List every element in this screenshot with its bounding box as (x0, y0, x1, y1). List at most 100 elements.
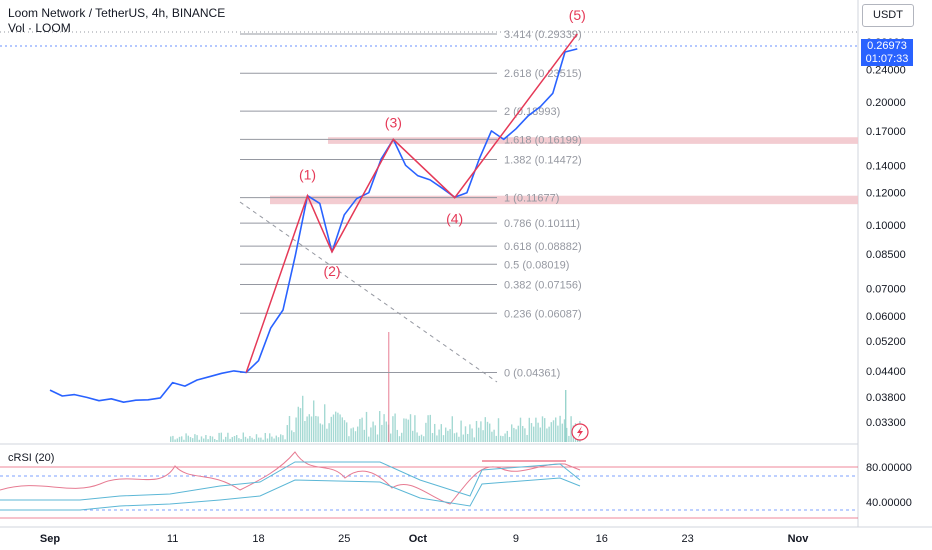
volume-bar (348, 436, 350, 442)
volume-bar (493, 429, 495, 442)
volume-bar (233, 435, 236, 442)
volume-bar (350, 428, 352, 442)
volume-bar (200, 436, 203, 442)
volume-bar (181, 436, 183, 442)
volume-bar (247, 438, 249, 442)
volume-bar (216, 439, 218, 442)
volume-bar (519, 417, 522, 442)
time-tick-label: Nov (788, 533, 810, 545)
fib-level-label: 1.618 (0.16199) (504, 134, 582, 146)
volume-bar (266, 438, 269, 442)
price-axis: 0.280000.240000.200000.170000.140000.120… (866, 37, 906, 429)
time-tick-label: Sep (40, 533, 60, 545)
last-price-tag: 0.26973 01:07:33 (861, 39, 913, 66)
volume-bar (176, 438, 178, 442)
volume-bar (293, 432, 295, 442)
volume-bar (414, 415, 416, 442)
volume-bar (251, 437, 253, 442)
support-zones (270, 137, 858, 205)
lightning-icon[interactable] (571, 423, 589, 441)
price-tick-label: 0.07000 (866, 283, 906, 295)
crsi-band-upper-line (0, 461, 581, 501)
volume-bar (183, 439, 185, 442)
volume-bar (236, 435, 238, 442)
price-tick-label: 0.14000 (866, 160, 906, 172)
fib-level-label: 0 (0.04361) (504, 367, 560, 379)
fib-level-label: 0.786 (0.10111) (504, 218, 580, 230)
volume-bar (557, 425, 559, 442)
price-tick-label: 0.12000 (866, 188, 906, 200)
volume-bar (244, 436, 247, 442)
volume-bar (482, 430, 484, 442)
price-tick-label: 0.03800 (866, 392, 906, 404)
volume-bar (238, 438, 240, 442)
volume-bar (231, 437, 233, 442)
volume-bar (412, 430, 414, 442)
volume-bar (405, 418, 407, 442)
volume-bar (570, 416, 572, 442)
currency-badge[interactable]: USDT (862, 4, 914, 27)
volume-bar (352, 427, 354, 442)
volume-bar (431, 433, 434, 442)
volume-bar (337, 412, 339, 442)
volume-bar (504, 433, 506, 442)
volume-bar (214, 438, 216, 442)
crsi-tick-40: 40.00000 (866, 497, 912, 509)
volume-bar (462, 434, 464, 442)
price-series-line (49, 48, 578, 403)
volume-bar (242, 432, 244, 442)
volume-bar (321, 424, 324, 442)
volume-bar (343, 420, 346, 442)
volume-bar (330, 416, 332, 442)
volume-bar (427, 415, 429, 442)
volume-bar (383, 414, 385, 442)
price-tick-label: 0.04400 (866, 366, 906, 378)
volume-bar (497, 418, 500, 442)
volume-bar (511, 424, 513, 442)
volume-bar (506, 430, 508, 442)
fib-level-label: 2.618 (0.23515) (504, 68, 582, 80)
volume-bar (258, 437, 260, 442)
volume-bar (528, 417, 530, 442)
volume-bar (282, 435, 284, 442)
wave-label: (5) (569, 7, 586, 23)
volume-bar (473, 437, 475, 442)
volume-bar (453, 433, 456, 442)
volume-bar (425, 422, 427, 442)
support-zone (328, 137, 858, 144)
volume-bar (515, 429, 517, 442)
volume-bar (319, 423, 321, 442)
volume-bar (332, 414, 335, 442)
volume-bar (541, 416, 544, 442)
volume-bar (445, 427, 447, 442)
volume-bar (460, 420, 462, 442)
volume-bar (416, 432, 418, 442)
volume-bar (447, 430, 449, 442)
volume-bar (372, 421, 374, 442)
volume-bar (189, 437, 192, 442)
volume-bar (269, 433, 271, 442)
volume-bar (357, 426, 359, 442)
wave-label: (1) (299, 167, 316, 183)
volume-bar (302, 395, 304, 442)
volume-bar (394, 413, 396, 442)
volume-bar (471, 428, 473, 442)
volume-bar (277, 437, 280, 442)
volume-bar (363, 429, 365, 442)
volume-bar (222, 439, 225, 442)
volume-bar (568, 435, 570, 442)
volume-bar (449, 429, 451, 442)
volume-bar (530, 423, 533, 442)
volume-bar (240, 439, 242, 442)
volume-bar (291, 430, 293, 442)
volume-bar (385, 421, 387, 442)
price-tick-label: 0.06000 (866, 311, 906, 323)
volume-bar (326, 428, 328, 442)
fib-level-label: 3.414 (0.29339) (504, 29, 582, 41)
volume-bar (561, 423, 563, 442)
fib-level-label: 0.5 (0.08019) (504, 259, 569, 271)
volume-bar (396, 429, 398, 442)
wave-line (245, 33, 578, 373)
